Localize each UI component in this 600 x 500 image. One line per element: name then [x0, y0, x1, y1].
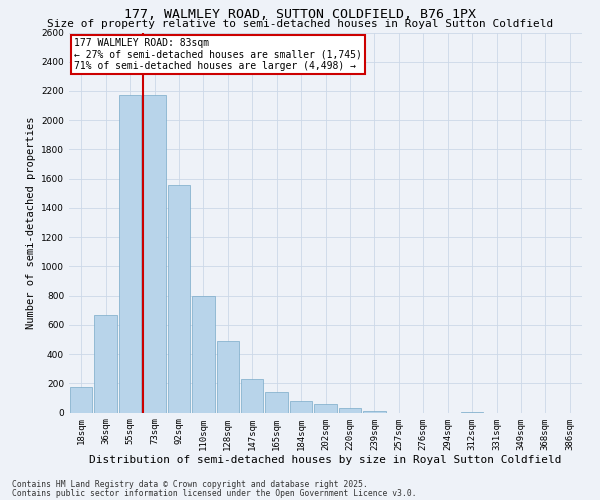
X-axis label: Distribution of semi-detached houses by size in Royal Sutton Coldfield: Distribution of semi-detached houses by …: [89, 455, 562, 465]
Bar: [192, 296, 215, 412]
Bar: [363, 411, 386, 412]
Bar: [338, 408, 361, 412]
Bar: [70, 387, 92, 412]
Text: 177 WALMLEY ROAD: 83sqm
← 27% of semi-detached houses are smaller (1,745)
71% of: 177 WALMLEY ROAD: 83sqm ← 27% of semi-de…: [74, 38, 362, 72]
Text: Size of property relative to semi-detached houses in Royal Sutton Coldfield: Size of property relative to semi-detach…: [47, 19, 553, 29]
Bar: [94, 314, 117, 412]
Bar: [290, 401, 313, 412]
Bar: [241, 379, 263, 412]
Text: Contains public sector information licensed under the Open Government Licence v3: Contains public sector information licen…: [12, 488, 416, 498]
Text: 177, WALMLEY ROAD, SUTTON COLDFIELD, B76 1PX: 177, WALMLEY ROAD, SUTTON COLDFIELD, B76…: [124, 8, 476, 20]
Bar: [143, 96, 166, 412]
Bar: [119, 96, 142, 412]
Bar: [314, 404, 337, 412]
Bar: [167, 184, 190, 412]
Bar: [265, 392, 288, 412]
Bar: [217, 341, 239, 412]
Y-axis label: Number of semi-detached properties: Number of semi-detached properties: [26, 116, 35, 329]
Text: Contains HM Land Registry data © Crown copyright and database right 2025.: Contains HM Land Registry data © Crown c…: [12, 480, 368, 489]
